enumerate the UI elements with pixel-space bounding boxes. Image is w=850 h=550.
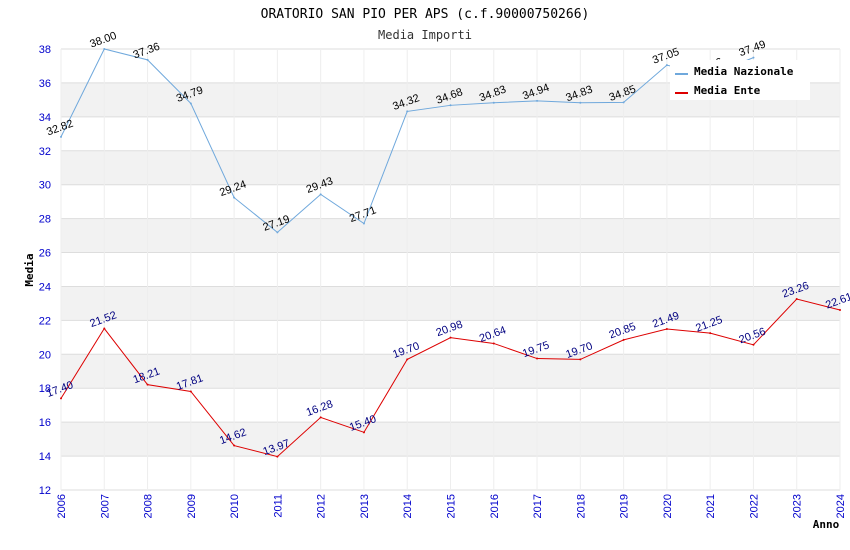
- x-tick-label: 2012: [316, 494, 328, 518]
- data-point: [536, 99, 539, 102]
- data-label: 38.00: [88, 30, 118, 51]
- legend: Media Nazionale Media Ente: [670, 60, 810, 100]
- x-tick-label: 2014: [402, 494, 414, 518]
- x-tick-label: 2021: [705, 494, 717, 518]
- data-point: [709, 332, 712, 335]
- x-tick-label: 2015: [446, 494, 458, 518]
- x-tick-label: 2016: [489, 494, 501, 518]
- y-tick-label: 22: [39, 315, 51, 327]
- y-axis-label: Media: [23, 253, 36, 286]
- data-point: [276, 455, 279, 458]
- data-point: [492, 101, 495, 104]
- data-point: [579, 101, 582, 104]
- data-point: [795, 298, 798, 301]
- legend-box: [670, 60, 810, 100]
- data-point: [622, 101, 625, 104]
- data-point: [449, 104, 452, 107]
- x-tick-label: 2018: [575, 494, 587, 518]
- series-lines: [60, 48, 841, 458]
- y-tick-label: 36: [39, 78, 51, 90]
- data-point: [319, 193, 322, 196]
- x-tick-label: 2013: [359, 494, 371, 518]
- data-point: [406, 358, 409, 361]
- chart-title: ORATORIO SAN PIO PER APS (c.f.9000075026…: [261, 7, 590, 22]
- y-tick-label: 20: [39, 349, 51, 361]
- gridlines: [60, 48, 841, 491]
- x-tick-label: 2024: [835, 494, 847, 518]
- x-tick-label: 2009: [186, 494, 198, 518]
- x-tick-label: 2019: [619, 494, 631, 518]
- x-tick-label: 2010: [229, 494, 241, 518]
- data-point: [146, 58, 149, 61]
- x-tick-label: 2006: [56, 494, 68, 518]
- y-tick-label: 32: [39, 146, 51, 158]
- y-tick-label: 34: [39, 112, 51, 124]
- x-tick-label: 2007: [99, 494, 111, 518]
- x-axis-ticks: 2006 2007 2008 2009 2010 2011 2012 2013 2014 2015…: [56, 494, 847, 518]
- legend-label-media-ente: Media Ente: [694, 84, 761, 97]
- data-point: [665, 328, 668, 331]
- y-tick-label: 18: [39, 383, 51, 395]
- data-point: [189, 102, 192, 105]
- y-tick-label: 30: [39, 180, 51, 192]
- data-point: [449, 336, 452, 339]
- data-point: [189, 390, 192, 393]
- data-point: [622, 338, 625, 341]
- y-tick-label: 14: [39, 451, 51, 463]
- y-tick-label: 28: [39, 214, 51, 226]
- data-point: [60, 135, 62, 138]
- data-point: [233, 444, 236, 447]
- data-point: [103, 48, 106, 50]
- data-point: [362, 431, 365, 434]
- data-point: [839, 309, 841, 312]
- x-tick-label: 2022: [748, 494, 760, 518]
- y-tick-label: 26: [39, 248, 51, 260]
- data-point: [276, 231, 279, 234]
- y-tick-label: 38: [39, 44, 51, 56]
- y-tick-label: 24: [39, 281, 51, 293]
- data-point: [233, 196, 236, 199]
- x-tick-label: 2023: [792, 494, 804, 518]
- data-point: [103, 327, 106, 330]
- legend-label-media-nazionale: Media Nazionale: [694, 65, 794, 78]
- data-point: [752, 343, 755, 346]
- x-tick-label: 2011: [272, 494, 284, 518]
- data-point: [362, 222, 365, 225]
- data-point: [319, 416, 322, 419]
- data-point: [492, 342, 495, 345]
- data-point: [665, 64, 668, 67]
- x-tick-label: 2017: [532, 494, 544, 518]
- y-tick-label: 12: [39, 485, 51, 497]
- y-axis-ticks: 12 14 16 18 20 22 24 26 28 30 32 34 36 38: [39, 44, 51, 497]
- x-tick-label: 2020: [662, 494, 674, 518]
- x-tick-label: 2008: [143, 494, 155, 518]
- data-point: [406, 110, 409, 113]
- data-point: [579, 358, 582, 361]
- y-tick-label: 16: [39, 417, 51, 429]
- data-point: [146, 383, 149, 386]
- data-point: [60, 397, 62, 400]
- x-axis-label: Anno: [813, 518, 840, 531]
- data-point: [536, 357, 539, 360]
- data-point: [752, 56, 755, 59]
- chart-subtitle: Media Importi: [378, 28, 472, 42]
